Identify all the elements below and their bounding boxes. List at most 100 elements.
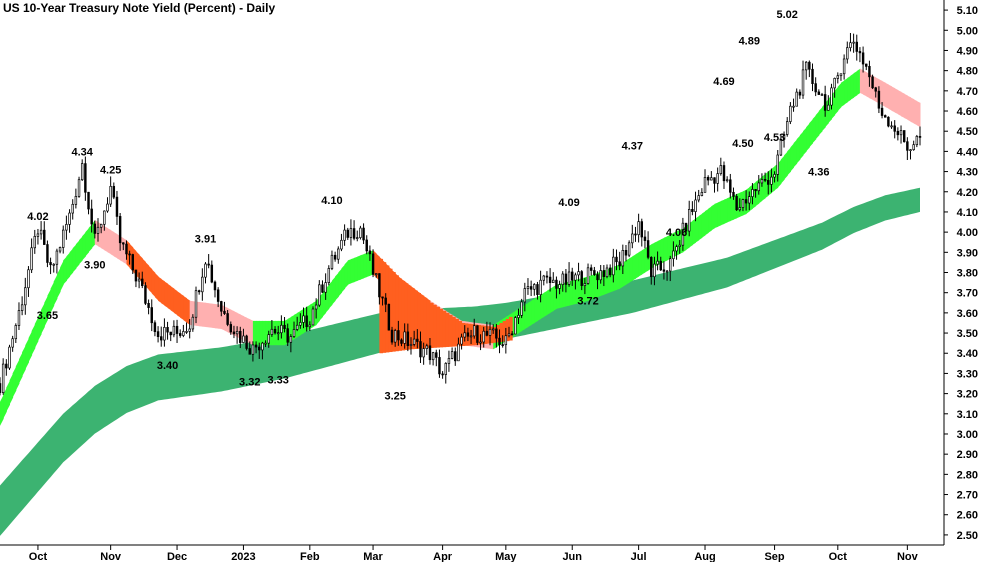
candle-body [469,335,473,338]
fast-band-segment [540,292,545,319]
candle-body [643,236,647,241]
candle-body [324,282,327,293]
candle-body [877,90,881,109]
y-tick-label: 4.20 [957,187,978,199]
candle-body [368,250,372,255]
candle-body [631,233,634,244]
candle-body [371,253,375,275]
candle-body [49,262,52,266]
overlap-segment [385,265,390,353]
fast-band-segment [904,93,908,120]
fast-band-segment [60,260,64,292]
candle-body [763,179,767,181]
candle-body [346,229,349,238]
candle-body [55,250,59,265]
fast-band-segment [53,274,58,306]
price-annotation: 4.06 [666,227,687,239]
fast-band-segment [815,111,820,140]
overlap-segment [455,318,459,347]
candle-body [653,263,656,278]
fast-band-segment [790,143,794,172]
candle-body [839,73,843,77]
fast-band-segment [113,232,118,259]
candle-body [223,310,226,314]
candle-body [748,196,751,204]
candle-body [125,243,128,255]
fast-band-segment [44,295,48,327]
candle-body [830,87,833,106]
y-tick-label: 4.40 [957,146,978,158]
fast-band-segment [341,264,346,293]
candle-body [87,191,90,210]
candle-body [384,297,387,305]
y-tick-label: 5.00 [957,25,978,37]
candle-body [409,344,413,346]
overlap-segment [499,322,504,342]
fast-band-segment [891,86,896,113]
fast-band-segment [12,366,17,398]
candle-body [596,274,599,281]
candle-body [713,177,716,184]
fast-band-segment [667,234,671,261]
candle-body [827,104,830,111]
x-tick-label: Jun [562,551,582,562]
candle-body [182,331,185,336]
candle-body [861,52,865,65]
price-annotation: 4.25 [100,165,121,177]
fast-band-segment [692,218,696,245]
fast-band-segment [37,309,42,342]
candle-body [178,333,182,336]
candle-body [485,330,489,336]
y-tick-label: 2.60 [957,510,978,522]
fast-band-segment [363,252,368,279]
price-annotation: 4.50 [732,138,753,150]
fast-band-segment [616,264,621,290]
y-axis-ticks: 2.50 2.60 2.70 2.80 2.90 3.00 3.10 3.20 3.30 3.40… [944,5,978,542]
candle-body [548,276,552,283]
candle-body [785,121,789,135]
candle-body [725,179,729,182]
fast-band-segment [256,320,260,346]
overlap-segment [467,323,472,346]
overlap-segment [401,280,406,351]
candle-body [884,115,887,118]
candle-body [498,337,501,345]
candle-body [340,239,343,250]
candle-body [504,335,508,346]
fast-band-segment [161,279,165,306]
overlap-segment [474,324,478,346]
fast-band-segment [354,256,358,283]
fast-band-segment [249,319,254,346]
candle-body [741,199,745,208]
overlap-segment [398,278,403,351]
candle-body [115,196,119,217]
overlap-segment [436,306,440,348]
candle-body [571,271,574,281]
candle-body [760,179,764,184]
candle-body [393,330,397,343]
candle-body [239,330,242,343]
candle-body [207,263,210,266]
candle-body [96,226,100,234]
candle-body [232,331,236,335]
fast-band-segment [154,272,159,301]
overlap-segment [493,327,497,343]
candle-body [700,191,704,196]
candle-body [605,267,609,277]
candle-body [118,216,122,244]
candle-body [744,199,748,204]
fast-band-segment [799,131,804,160]
fast-band-segment [885,82,889,109]
fast-band-segment [641,248,646,275]
fast-band-segment [332,276,336,305]
candle-body [890,125,893,128]
fast-band-segment [780,155,785,184]
candle-body [365,239,368,252]
overlap-segment [426,300,431,349]
candle-body [526,286,530,289]
slow-ema-band [0,187,920,536]
candle-body [672,250,675,260]
x-tick-label: Apr [433,551,453,562]
fast-band-segment [79,236,83,265]
fast-band-segment [660,237,665,264]
